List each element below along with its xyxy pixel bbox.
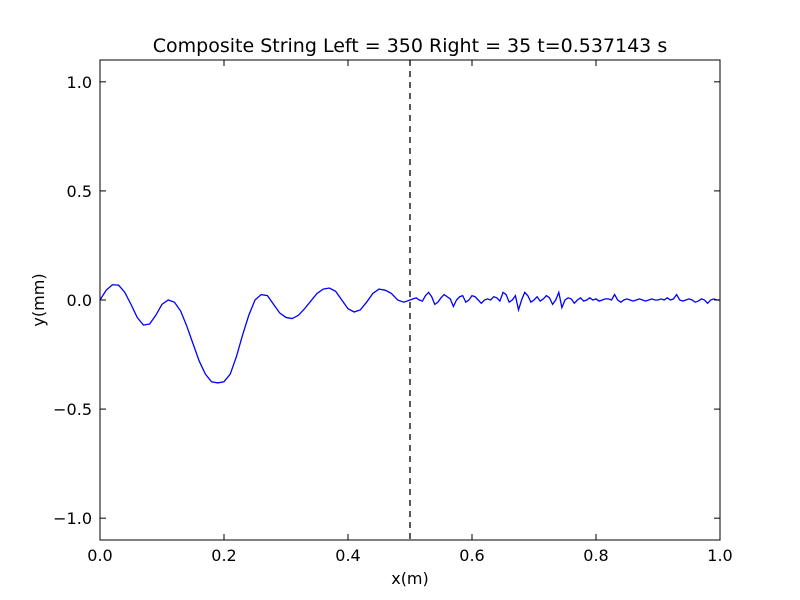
x-tick-label: 0.0 <box>87 546 112 565</box>
y-axis-label: y(mm) <box>29 273 48 326</box>
y-tick-label: −1.0 <box>53 509 92 528</box>
x-tick-label: 0.8 <box>583 546 608 565</box>
y-tick-label: 0.5 <box>67 182 92 201</box>
y-tick-label: 0.0 <box>67 291 92 310</box>
x-tick-label: 1.0 <box>707 546 732 565</box>
x-axis-label: x(m) <box>391 569 429 588</box>
chart-title: Composite String Left = 350 Right = 35 t… <box>153 35 667 57</box>
series-line <box>100 284 720 384</box>
plot-area: 0.0 0.2 0.4 0.6 0.8 1.0 −1.0 −0.5 0.0 0.5 1.0 <box>53 59 733 565</box>
x-tick-label: 0.4 <box>335 546 360 565</box>
y-tick-label: −0.5 <box>53 400 92 419</box>
x-tick-label: 0.2 <box>211 546 236 565</box>
y-tick-label: 1.0 <box>67 73 92 92</box>
x-tick-label: 0.6 <box>459 546 484 565</box>
